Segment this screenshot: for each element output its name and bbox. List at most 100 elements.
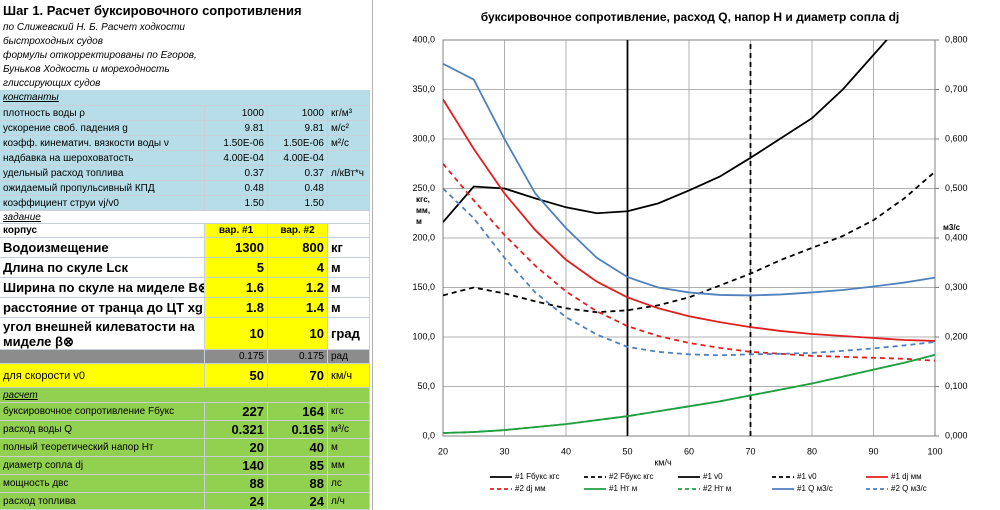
sheet-row: буксировочное сопротивление Fбукс 227 164 к… [0, 403, 370, 421]
y-tick-label: 350,0 [412, 84, 435, 94]
cell: расстояние от транца до ЦТ xg [0, 298, 205, 318]
sheet-row: по Слижевский Н. Б. Расчет ходкости [0, 20, 370, 34]
legend-item: #1 v0 [772, 472, 866, 481]
x-tick-label: 50 [622, 446, 632, 456]
sheet-row: диаметр сопла dj 140 85 мм [0, 457, 370, 475]
cell: 1.50 [205, 196, 268, 211]
chart-title: буксировочное сопротивление, расход Q, н… [481, 10, 900, 24]
cell: 0.165 [268, 421, 328, 439]
x-tick-label: 30 [499, 446, 509, 456]
cell: 1.8 [205, 298, 268, 318]
cell: 1000 [268, 106, 328, 121]
cell: 1.2 [268, 278, 328, 298]
cell: 1.6 [205, 278, 268, 298]
cell: глиссирующих судов [3, 77, 101, 89]
cell: 0.48 [205, 181, 268, 196]
series-line [443, 187, 935, 357]
y-axis-label: кгс, мм, м [416, 195, 431, 226]
sheet-row: Водоизмещение 1300 800 кг [0, 238, 370, 258]
legend-swatch [490, 487, 512, 490]
legend-label: #1 Нт м [609, 484, 638, 493]
cell: 140 [205, 457, 268, 475]
cell: 1.50 [268, 196, 328, 211]
cell: вар. #1 [205, 224, 268, 238]
cell [328, 151, 370, 166]
legend-label: #2 dj мм [515, 484, 546, 493]
cell: вар. #2 [268, 224, 328, 238]
cell: 1.4 [268, 298, 328, 318]
sheet-row: задание [0, 211, 370, 224]
sheet-row: Шаг 1. Расчет буксировочного сопротивлен… [0, 0, 370, 20]
cell: плотность воды ρ [0, 106, 205, 121]
y-tick-label: 200,0 [412, 232, 435, 242]
cell: м [328, 439, 370, 457]
cell: 0.48 [268, 181, 328, 196]
sheet-row: расчет [0, 388, 370, 403]
cell: Шаг 1. Расчет буксировочного сопротивлен… [3, 2, 302, 18]
legend-swatch [772, 475, 794, 478]
legend-swatch [866, 487, 888, 490]
cell: 1.50E-06 [205, 136, 268, 151]
legend-swatch [490, 475, 512, 478]
x-tick-label: 90 [868, 446, 878, 456]
sheet-row: глиссирующих судов [0, 76, 370, 90]
cell: л/кВт*ч [328, 166, 370, 181]
legend-item: #2 Q м3/с [866, 484, 960, 493]
legend-label: #2 Fбукс кгс [609, 472, 654, 481]
cell: кг [328, 238, 370, 258]
sheet-row: для скорости v0 50 70 км/ч [0, 364, 370, 388]
cell: коэфф. кинематич. вязкости воды ν [0, 136, 205, 151]
cell: формулы откорректированы по Егоров, [3, 49, 197, 61]
y-tick-label: 400,0 [412, 34, 435, 44]
series-line [443, 353, 935, 434]
sheet-row: корпус вар. #1 вар. #2 [0, 224, 370, 238]
sheet-row: расход воды Q 0.321 0.165 м³/с [0, 421, 370, 439]
cell: 85 [268, 457, 328, 475]
cell: константы [0, 90, 370, 106]
cell: 5 [205, 258, 268, 278]
cell: расход воды Q [0, 421, 205, 439]
cell: 4.00E-04 [205, 151, 268, 166]
cell: 40 [268, 439, 328, 457]
legend-item: #1 v0 [678, 472, 772, 481]
cell: угол внешней килеватости на миделе β⊗ [0, 318, 205, 350]
cell: быстроходных судов [3, 35, 103, 47]
sheet-row: коэфф. кинематич. вязкости воды ν 1.50E-0… [0, 136, 370, 151]
cell: 0.37 [268, 166, 328, 181]
sheet-row: быстроходных судов [0, 34, 370, 48]
y2-tick-label: 0,500 [945, 183, 968, 193]
sheet-row: константы [0, 90, 370, 106]
cell: задание [0, 211, 370, 224]
plot-area [443, 40, 935, 436]
series-line [443, 40, 888, 223]
sheet-row: Длина по скуле Lск 5 4 м [0, 258, 370, 278]
cell: буксировочное сопротивление Fбукс [0, 403, 205, 421]
cell: 164 [268, 403, 328, 421]
cell: 227 [205, 403, 268, 421]
legend-label: #2 Нт м [703, 484, 732, 493]
sheet-row: удельный расход топлива 0.37 0.37 л/кВт*ч [0, 166, 370, 181]
legend-label: #1 dj мм [891, 472, 922, 481]
cell: Длина по скуле Lск [0, 258, 205, 278]
cell: полный теоретический напор Нт [0, 439, 205, 457]
legend-swatch [584, 487, 606, 490]
y-tick-label: 150,0 [412, 282, 435, 292]
cell [0, 350, 205, 364]
y2-tick-label: 0,600 [945, 133, 968, 143]
cell: удельный расход топлива [0, 166, 205, 181]
sheet-row: надбавка на шероховатость 4.00E-04 4.00E-0… [0, 151, 370, 166]
cell: мощность двс [0, 475, 205, 493]
cell: 70 [268, 364, 328, 388]
cell: 10 [205, 318, 268, 350]
legend-item: #2 dj мм [490, 484, 584, 493]
y2-tick-label: 0,400 [945, 232, 968, 242]
sheet-row: Ширина по скуле на миделе B⊗ 1.6 1.2 м [0, 278, 370, 298]
legend-label: #1 Q м3/с [797, 484, 833, 493]
cell: расчет [0, 388, 370, 403]
y2-tick-label: 0,700 [945, 84, 968, 94]
legend-item: #1 Q м3/с [772, 484, 866, 493]
cell: 0.37 [205, 166, 268, 181]
cell: 0.321 [205, 421, 268, 439]
